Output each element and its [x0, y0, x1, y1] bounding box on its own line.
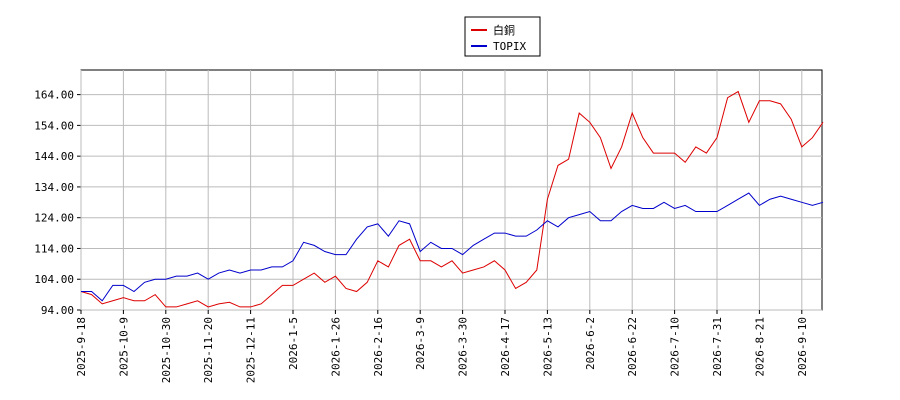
x-tick-label: 2026-1-26 — [329, 317, 342, 377]
y-tick-label: 164.00 — [34, 89, 74, 102]
x-tick-label: 2026-5-13 — [541, 317, 554, 377]
series-line — [80, 90, 824, 308]
legend — [464, 16, 541, 57]
x-tick-label: 2026-2-16 — [372, 317, 385, 377]
x-tick-label: 2026-7-10 — [669, 317, 682, 377]
legend-label: 白銅 — [493, 23, 515, 37]
x-tick-label: 2026-1-5 — [287, 317, 300, 370]
x-tick-label: 2025-10-30 — [160, 317, 173, 383]
y-tick-label: 124.00 — [34, 212, 74, 225]
y-tick-label: 134.00 — [34, 181, 74, 194]
y-tick-label: 104.00 — [34, 273, 74, 286]
y-tick-label: 154.00 — [34, 119, 74, 132]
x-tick-label: 2026-4-17 — [499, 317, 512, 377]
x-tick-label: 2026-6-2 — [584, 317, 597, 370]
legend-label: TOPIX — [493, 40, 526, 53]
y-tick-label: 144.00 — [34, 150, 74, 163]
x-tick-label: 2025-12-11 — [245, 317, 258, 383]
x-tick-label: 2025-9-18 — [75, 317, 88, 377]
series-line — [81, 192, 824, 302]
x-tick-label: 2025-10-9 — [117, 317, 130, 377]
x-tick-label: 2025-11-20 — [202, 317, 215, 383]
plot-frame — [80, 69, 823, 311]
y-tick-label: 114.00 — [34, 242, 74, 255]
x-tick-label: 2026-9-10 — [796, 317, 809, 377]
y-tick-label: 94.00 — [41, 304, 74, 317]
x-tick-label: 2026-3-9 — [414, 317, 427, 370]
x-tick-label: 2026-3-30 — [457, 317, 470, 377]
x-tick-label: 2026-7-31 — [711, 317, 724, 377]
x-tick-label: 2026-6-22 — [626, 317, 639, 377]
x-tick-label: 2026-8-21 — [753, 317, 766, 377]
